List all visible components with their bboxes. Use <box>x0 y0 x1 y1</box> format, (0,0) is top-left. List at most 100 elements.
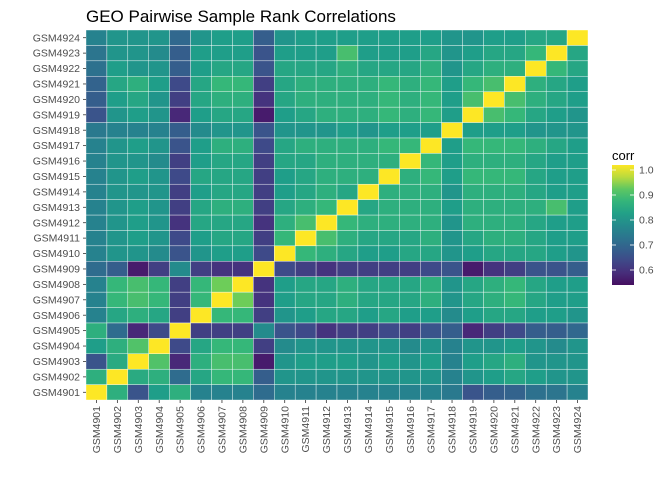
heatmap-cell-GSM4915-GSM4917 <box>378 137 400 154</box>
heatmap-cell-GSM4906-GSM4901 <box>190 384 212 401</box>
heatmap-cell-GSM4910-GSM4901 <box>274 384 296 401</box>
heatmap-cell-GSM4918-GSM4914 <box>441 183 463 200</box>
x-tick-label: GSM4912 <box>321 406 333 453</box>
heatmap-cell-GSM4914-GSM4915 <box>357 168 380 185</box>
x-tick-label: GSM4916 <box>405 406 417 453</box>
heatmap-cell-GSM4912-GSM4918 <box>315 122 338 139</box>
heatmap-cell-GSM4916-GSM4908 <box>399 276 421 293</box>
heatmap-cell-GSM4904-GSM4912 <box>148 214 170 231</box>
heatmap-cell-GSM4913-GSM4904 <box>336 338 359 354</box>
heatmap-cell-GSM4924-GSM4908 <box>566 276 589 293</box>
heatmap-cell-GSM4902-GSM4907 <box>106 291 129 308</box>
heatmap-cell-GSM4911-GSM4907 <box>294 291 317 308</box>
heatmap-cell-GSM4910-GSM4922 <box>274 60 296 77</box>
heatmap-cell-GSM4924-GSM4921 <box>566 76 589 92</box>
heatmap-cell-GSM4916-GSM4923 <box>399 45 421 62</box>
heatmap-cell-GSM4904-GSM4911 <box>148 230 170 247</box>
heatmap-cell-GSM4908-GSM4912 <box>232 214 254 231</box>
heatmap-cell-GSM4922-GSM4919 <box>525 106 547 123</box>
heatmap-cell-GSM4913-GSM4917 <box>336 137 359 154</box>
heatmap-cell-GSM4921-GSM4918 <box>504 122 526 139</box>
heatmap-cell-GSM4909-GSM4915 <box>253 168 275 185</box>
heatmap-cell-GSM4918-GSM4924 <box>441 29 463 46</box>
heatmap-cell-GSM4916-GSM4901 <box>399 384 421 401</box>
y-tick-label: GSM4901 <box>33 387 80 399</box>
heatmap-cell-GSM4912-GSM4917 <box>315 137 338 154</box>
heatmap-cell-GSM4911-GSM4924 <box>294 29 317 46</box>
heatmap-cell-GSM4921-GSM4917 <box>504 137 526 154</box>
heatmap-cell-GSM4922-GSM4902 <box>525 368 547 385</box>
heatmap-cell-GSM4919-GSM4905 <box>462 322 484 339</box>
heatmap-cell-GSM4904-GSM4905 <box>148 322 170 339</box>
heatmap-cell-GSM4903-GSM4915 <box>127 168 149 185</box>
heatmap-cell-GSM4921-GSM4919 <box>504 106 526 123</box>
heatmap-cell-GSM4909-GSM4920 <box>253 91 275 108</box>
heatmap-cell-GSM4920-GSM4913 <box>483 199 505 216</box>
heatmap-cell-GSM4915-GSM4905 <box>378 322 400 339</box>
heatmap-cell-GSM4919-GSM4912 <box>462 214 484 231</box>
heatmap-cell-GSM4906-GSM4905 <box>190 322 212 339</box>
heatmap-cell-GSM4912-GSM4922 <box>315 60 338 77</box>
heatmap-cell-GSM4915-GSM4922 <box>378 60 400 77</box>
heatmap-cell-GSM4901-GSM4922 <box>85 60 108 77</box>
heatmap-cell-GSM4906-GSM4921 <box>190 76 212 92</box>
heatmap-cell-GSM4903-GSM4909 <box>127 261 149 277</box>
heatmap-cell-GSM4917-GSM4912 <box>420 214 442 231</box>
heatmap-cell-GSM4916-GSM4912 <box>399 214 421 231</box>
heatmap-cell-GSM4916-GSM4921 <box>399 76 421 92</box>
heatmap-cell-GSM4906-GSM4912 <box>190 214 212 231</box>
heatmap-cell-GSM4918-GSM4916 <box>441 153 463 169</box>
heatmap-cell-GSM4903-GSM4924 <box>127 29 149 46</box>
heatmap-cell-GSM4924-GSM4920 <box>566 91 589 108</box>
heatmap-cell-GSM4911-GSM4912 <box>294 214 317 231</box>
heatmap-cell-GSM4905-GSM4915 <box>169 168 191 185</box>
heatmap-cell-GSM4922-GSM4913 <box>525 199 547 216</box>
heatmap-cell-GSM4913-GSM4924 <box>336 29 359 46</box>
heatmap-cell-GSM4918-GSM4918 <box>441 122 463 139</box>
heatmap-cell-GSM4908-GSM4909 <box>232 261 254 277</box>
heatmap-cell-GSM4918-GSM4901 <box>441 384 463 401</box>
heatmap-cell-GSM4912-GSM4901 <box>315 384 338 401</box>
heatmap-cell-GSM4912-GSM4908 <box>315 276 338 293</box>
heatmap-cell-GSM4920-GSM4902 <box>483 368 505 385</box>
heatmap-cell-GSM4908-GSM4923 <box>232 45 254 62</box>
heatmap-cell-GSM4921-GSM4924 <box>504 29 526 46</box>
heatmap-cell-GSM4905-GSM4917 <box>169 137 191 154</box>
heatmap-cell-GSM4910-GSM4917 <box>274 137 296 154</box>
heatmap-cell-GSM4912-GSM4919 <box>315 106 338 123</box>
heatmap-cell-GSM4903-GSM4918 <box>127 122 149 139</box>
heatmap-cell-GSM4923-GSM4916 <box>545 153 568 169</box>
heatmap-cell-GSM4905-GSM4908 <box>169 276 191 293</box>
heatmap-cell-GSM4911-GSM4901 <box>294 384 317 401</box>
heatmap-cell-GSM4916-GSM4907 <box>399 291 421 308</box>
heatmap-cell-GSM4904-GSM4910 <box>148 245 170 262</box>
heatmap-cell-GSM4907-GSM4903 <box>211 353 233 370</box>
y-tick-label: GSM4913 <box>33 202 80 214</box>
heatmap-cell-GSM4906-GSM4908 <box>190 276 212 293</box>
color-legend: corr 1.0 0.9 0.8 0.7 0.6 <box>612 148 654 285</box>
heatmap-cell-GSM4921-GSM4908 <box>504 276 526 293</box>
heatmap-cell-GSM4914-GSM4908 <box>357 276 380 293</box>
heatmap-cell-GSM4918-GSM4910 <box>441 245 463 262</box>
heatmap-cell-GSM4917-GSM4904 <box>420 338 442 354</box>
heatmap-cell-GSM4917-GSM4922 <box>420 60 442 77</box>
heatmap-cell-GSM4922-GSM4904 <box>525 338 547 354</box>
heatmap-cell-GSM4903-GSM4916 <box>127 153 149 169</box>
heatmap-cell-GSM4909-GSM4909 <box>253 261 275 277</box>
heatmap-cell-GSM4904-GSM4924 <box>148 29 170 46</box>
heatmap-cell-GSM4917-GSM4916 <box>420 153 442 169</box>
heatmap-cell-GSM4905-GSM4902 <box>169 368 191 385</box>
heatmap-cell-GSM4907-GSM4907 <box>211 291 233 308</box>
heatmap-cell-GSM4911-GSM4923 <box>294 45 317 62</box>
heatmap-cell-GSM4909-GSM4906 <box>253 307 275 324</box>
heatmap-cell-GSM4915-GSM4910 <box>378 245 400 262</box>
heatmap-cell-GSM4909-GSM4918 <box>253 122 275 139</box>
heatmap-cell-GSM4910-GSM4919 <box>274 106 296 123</box>
heatmap-cell-GSM4907-GSM4915 <box>211 168 233 185</box>
heatmap-cell-GSM4911-GSM4905 <box>294 322 317 339</box>
heatmap-cell-GSM4904-GSM4907 <box>148 291 170 308</box>
heatmap-cell-GSM4905-GSM4922 <box>169 60 191 77</box>
heatmap-cell-GSM4919-GSM4918 <box>462 122 484 139</box>
heatmap-cell-GSM4911-GSM4903 <box>294 353 317 370</box>
heatmap-cell-GSM4917-GSM4908 <box>420 276 442 293</box>
